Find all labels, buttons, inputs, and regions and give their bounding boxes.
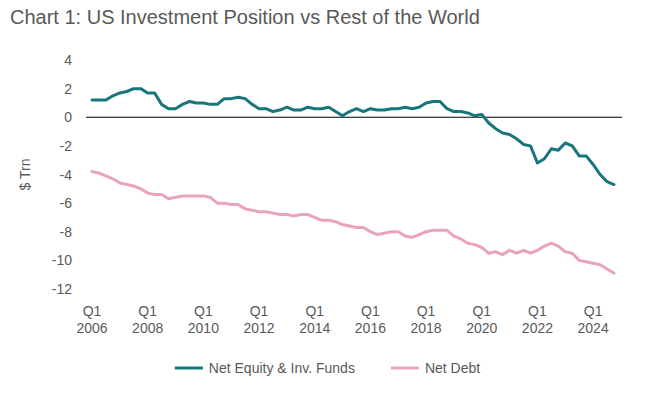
x-tick-label: Q12024 (578, 303, 609, 336)
y-tick-label: 2 (64, 81, 72, 97)
legend-label: Net Equity & Inv. Funds (209, 360, 355, 376)
chart-svg: Chart 1: US Investment Position vs Rest … (0, 0, 655, 393)
series-line (92, 172, 614, 274)
x-tick-label: Q12010 (188, 303, 219, 336)
y-tick-label: -8 (60, 224, 73, 240)
y-tick-label: -4 (60, 167, 73, 183)
legend: Net Equity & Inv. Funds Net Debt (175, 360, 480, 376)
x-tick-label: Q12014 (299, 303, 330, 336)
x-tick-label: Q12020 (466, 303, 497, 336)
x-tick-label: Q12018 (411, 303, 442, 336)
series-line (92, 89, 614, 185)
legend-label: Net Debt (425, 360, 480, 376)
legend-swatch (391, 367, 419, 370)
x-tick-label: Q12016 (355, 303, 386, 336)
y-axis-label: $ Trn (17, 159, 33, 191)
x-tick-label: Q12006 (76, 303, 107, 336)
x-tick-label: Q12012 (243, 303, 274, 336)
x-axis-line (86, 117, 622, 118)
legend-swatch (175, 367, 203, 370)
y-tick-label: -10 (52, 252, 72, 268)
x-tick-label: Q12008 (132, 303, 163, 336)
y-tick-label: -6 (60, 195, 73, 211)
x-tick-label: Q12022 (522, 303, 553, 336)
series-group (92, 89, 614, 274)
chart-title: Chart 1: US Investment Position vs Rest … (10, 6, 480, 28)
y-tick-label: 0 (64, 109, 72, 125)
y-tick-label: -12 (52, 281, 72, 297)
y-tick-label: -2 (60, 138, 73, 154)
y-tick-label: 4 (64, 52, 72, 68)
